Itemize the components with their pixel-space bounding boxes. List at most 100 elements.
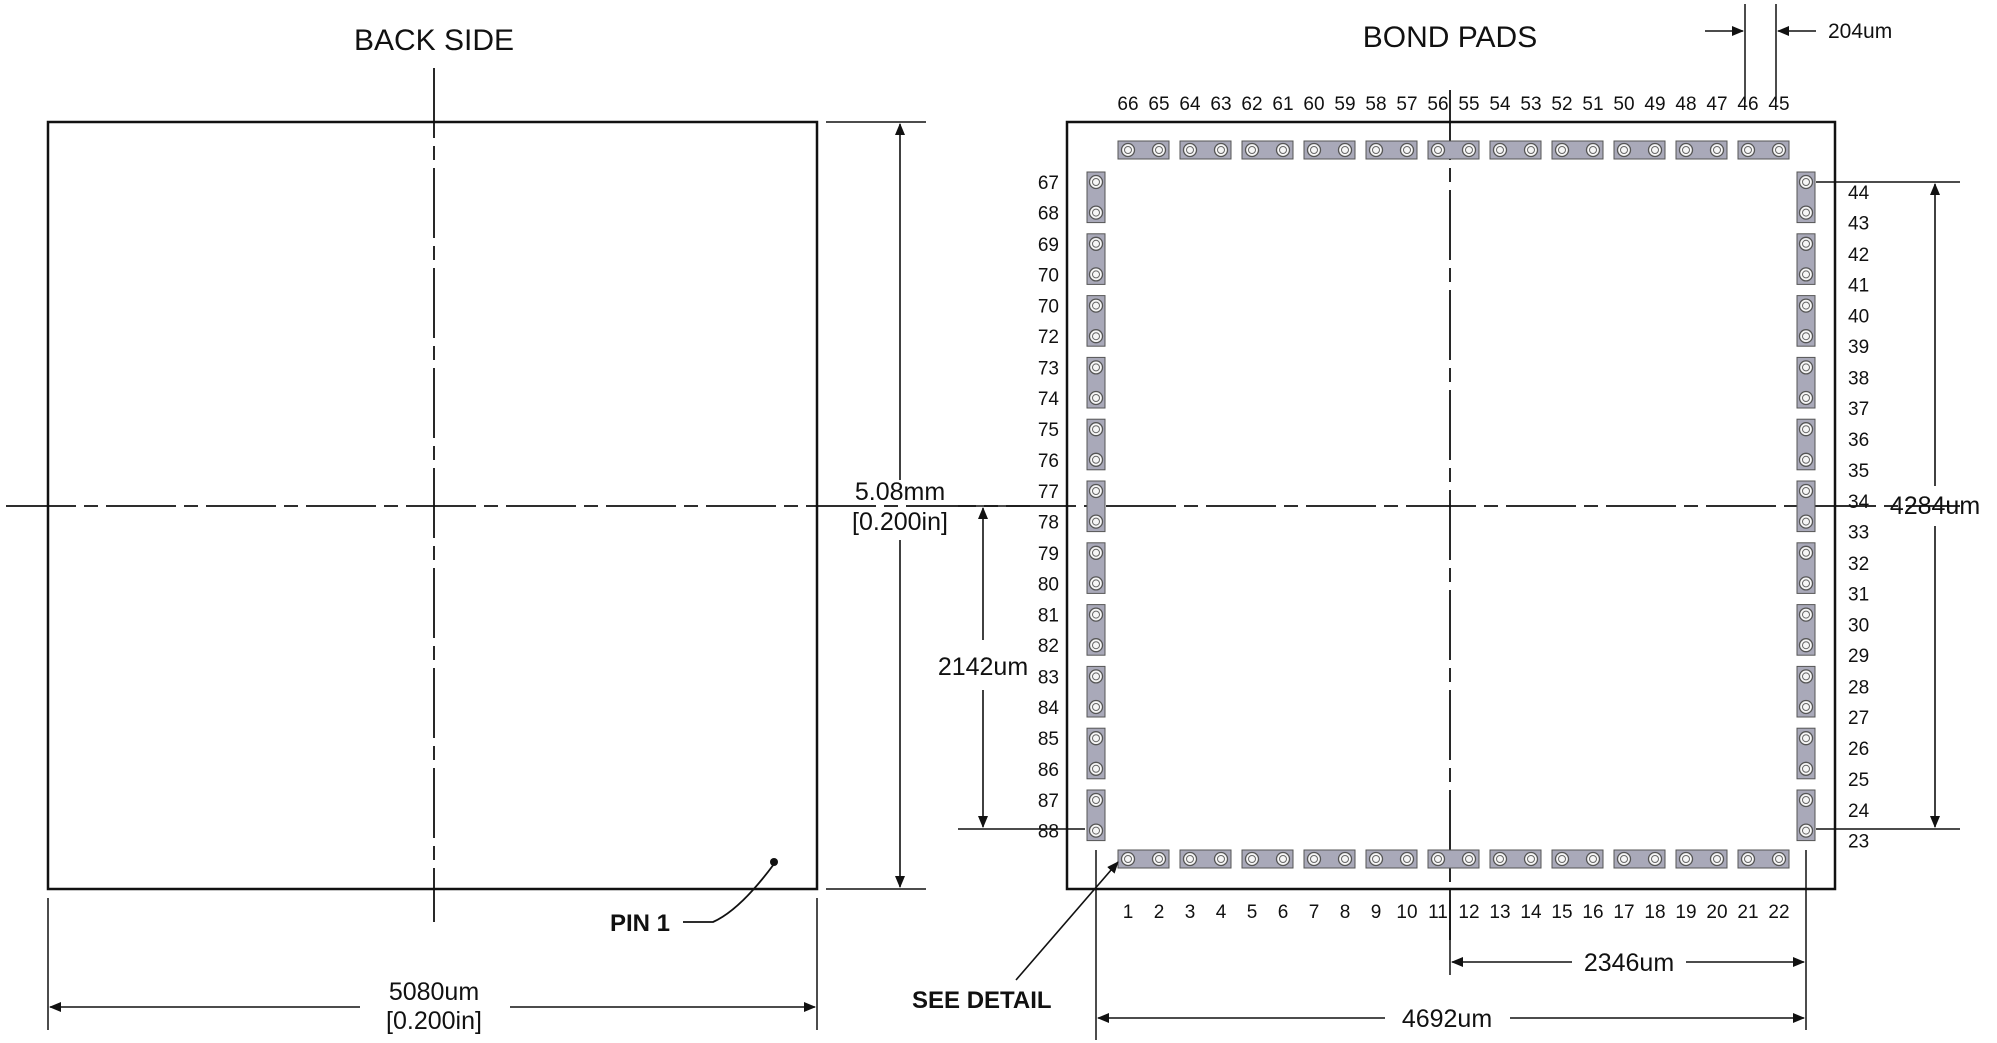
left-pad [1088,483,1104,499]
right-pin-number: 41 [1848,275,1869,296]
top-pin-number: 58 [1365,94,1386,115]
left-pad [1088,267,1104,282]
left-pad [1088,638,1104,653]
bottom-pin-number: 22 [1768,902,1789,923]
pitch-dim-label: 204um [1828,20,1892,43]
bottom-pin-number: 5 [1247,902,1258,923]
left-pin-number: 67 [1038,173,1059,194]
top-pad [1554,142,1570,158]
right-pad [1798,699,1814,715]
left-pad-via [1092,301,1100,310]
left-pad [1088,236,1104,251]
right-pin-number: 37 [1848,399,1869,420]
right-pad [1798,761,1814,776]
bond-height-dim-label: 4284um [1890,492,1980,520]
right-pad [1798,483,1814,499]
left-pad-via [1092,672,1100,681]
right-pin-number: 29 [1848,646,1869,667]
right-pad-via [1802,487,1810,495]
right-pad [1798,545,1814,560]
bottom-pad [1585,851,1601,867]
top-pin-number: 62 [1241,94,1262,115]
bottom-pin-number: 11 [1428,902,1448,923]
left-pad [1088,545,1104,560]
right-pad [1798,267,1814,282]
left-pad [1088,329,1104,344]
top-pad-via [1310,146,1318,154]
left-pad [1088,390,1104,406]
top-pad [1213,142,1229,158]
bottom-pin-number: 9 [1371,902,1382,923]
top-pad-via [1279,146,1287,154]
bottom-pad [1709,851,1725,867]
bottom-pin-number: 8 [1340,902,1351,923]
bottom-pad [1771,851,1787,867]
right-pad-via [1802,703,1810,711]
right-pad-via [1802,301,1810,310]
left-pad-via [1092,455,1100,464]
top-pad-via [1341,146,1349,154]
pin1-dot [770,858,778,866]
right-pad [1798,360,1814,375]
bottom-pad [1647,851,1663,867]
right-pad [1798,205,1814,220]
right-pin-number: 24 [1848,801,1870,822]
left-pin-number: 76 [1038,451,1059,472]
left-pad [1088,576,1104,591]
pin1-label: PIN 1 [610,910,670,937]
bottom-pin-number: 14 [1520,902,1542,923]
right-pin-number: 26 [1848,739,1869,760]
top-pin-number: 53 [1520,94,1541,115]
right-pad [1798,452,1814,467]
bottom-pad [1492,851,1508,867]
bond-pads-title: BOND PADS [1363,21,1537,54]
top-pad [1337,142,1353,158]
top-pad [1368,142,1384,158]
top-pin-number: 63 [1210,94,1231,115]
right-pin-number: 36 [1848,430,1869,451]
left-pad [1088,422,1104,437]
bottom-pin-number: 19 [1675,902,1696,923]
right-pad-via [1802,239,1810,248]
bottom-pad-via [1682,855,1690,863]
back-width-dim-label: 5080um [389,978,479,1006]
top-pad-via [1527,146,1535,154]
left-pad [1088,174,1104,190]
bottom-pad-via [1217,855,1225,863]
right-pad-via [1802,548,1810,557]
right-pin-number: 42 [1848,245,1869,266]
top-pad [1709,142,1725,158]
top-pin-number: 57 [1396,94,1417,115]
back-width-dim-inch: [0.200in] [386,1007,482,1035]
left-pin-number: 72 [1038,327,1059,348]
top-pin-number: 52 [1551,94,1572,115]
bottom-pad [1275,851,1291,867]
left-pin-number: 79 [1038,544,1059,565]
bottom-pin-number: 12 [1458,902,1479,923]
top-pad [1492,142,1508,158]
left-pin-number: 81 [1038,606,1059,627]
left-pin-number: 80 [1038,574,1059,595]
bottom-pad-via [1713,855,1721,863]
left-pad [1088,823,1104,838]
left-pad-via [1092,332,1100,341]
top-pad-via [1465,146,1473,154]
bottom-pad [1213,851,1229,867]
top-pad-via [1558,146,1566,154]
left-pad-via [1092,826,1100,835]
bottom-pad-via [1155,855,1163,863]
top-pad-via [1682,146,1690,154]
right-pad [1798,514,1814,529]
left-pin-number: 73 [1038,358,1059,379]
right-pad [1798,823,1814,838]
right-pad-via [1802,610,1810,619]
see-detail-leader [1015,861,1119,981]
top-pad [1771,142,1787,158]
top-pin-number: 54 [1489,94,1511,115]
top-pin-number: 47 [1706,94,1727,115]
left-pad [1088,669,1104,684]
right-pad [1798,669,1814,684]
bottom-pin-number: 13 [1489,902,1510,923]
right-pin-number: 28 [1848,677,1869,698]
